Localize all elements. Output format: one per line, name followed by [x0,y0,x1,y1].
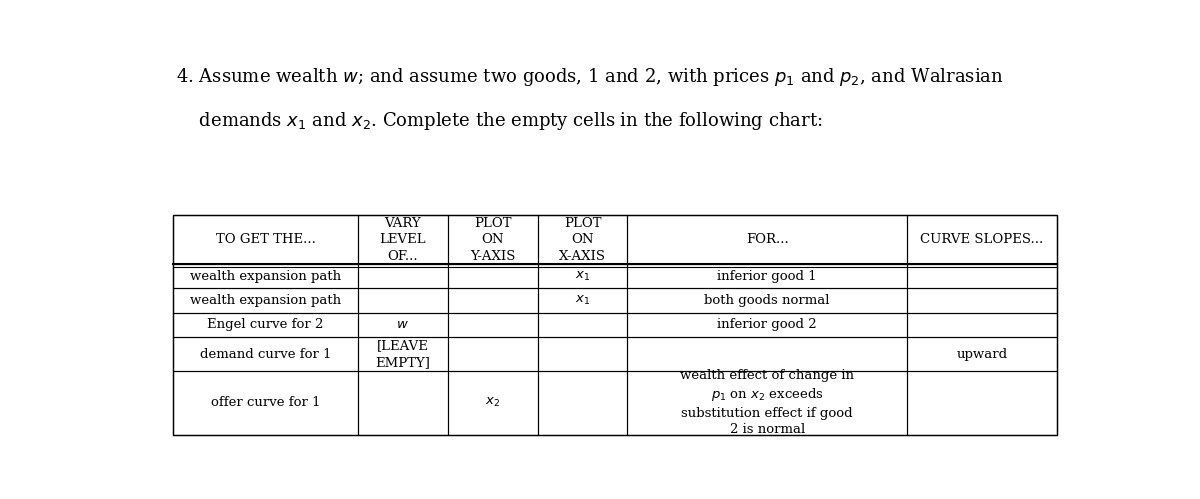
Text: wealth expansion path: wealth expansion path [190,294,341,307]
Text: both goods normal: both goods normal [704,294,830,307]
Text: FOR...: FOR... [746,234,788,247]
Bar [173,313,358,337]
Bar [173,264,358,288]
Bar [358,216,448,264]
Bar [448,313,538,337]
Text: wealth expansion path: wealth expansion path [190,270,341,283]
Bar [628,288,907,313]
Text: VARY
LEVEL
OF...: VARY LEVEL OF... [379,217,426,263]
Text: [LEAVE
EMPTY]: [LEAVE EMPTY] [376,339,431,369]
Bar [448,337,538,371]
Text: 4. Assume wealth $w$; and assume two goods, 1 and 2, with prices $p_1$ and $p_2$: 4. Assume wealth $w$; and assume two goo… [176,66,1004,88]
Bar [538,264,628,288]
Bar [173,288,358,313]
Bar [358,288,448,313]
Text: $x_2$: $x_2$ [485,396,500,409]
Bar [173,337,358,371]
Text: demand curve for 1: demand curve for 1 [200,348,331,361]
Bar [907,264,1057,288]
Text: TO GET THE...: TO GET THE... [216,234,316,247]
Bar [538,288,628,313]
Text: $w$: $w$ [396,318,409,331]
Bar [358,264,448,288]
Text: inferior good 2: inferior good 2 [718,318,817,331]
Bar [358,337,448,371]
Text: offer curve for 1: offer curve for 1 [211,396,320,409]
Bar [448,264,538,288]
Bar [628,337,907,371]
Bar [538,216,628,264]
Bar [538,337,628,371]
Text: Engel curve for 2: Engel curve for 2 [208,318,324,331]
Bar [907,337,1057,371]
Bar [448,288,538,313]
Bar [907,288,1057,313]
Text: PLOT
ON
X-AXIS: PLOT ON X-AXIS [559,217,606,263]
Text: CURVE SLOPES...: CURVE SLOPES... [920,234,1044,247]
Text: demands $x_1$ and $x_2$. Complete the empty cells in the following chart:: demands $x_1$ and $x_2$. Complete the em… [176,110,823,132]
Bar [628,264,907,288]
Bar [628,313,907,337]
Text: inferior good 1: inferior good 1 [718,270,817,283]
Bar [538,313,628,337]
Text: $x_1$: $x_1$ [575,294,590,307]
Text: wealth effect of change in
$p_1$ on $x_2$ exceeds
substitution effect if good
2 : wealth effect of change in $p_1$ on $x_2… [680,369,854,437]
Bar [538,371,628,435]
Text: $x_1$: $x_1$ [575,270,590,283]
Bar [358,313,448,337]
Bar [907,313,1057,337]
Bar [448,371,538,435]
Bar [448,216,538,264]
Bar [358,371,448,435]
Text: PLOT
ON
Y-AXIS: PLOT ON Y-AXIS [470,217,515,263]
Text: upward: upward [956,348,1008,361]
